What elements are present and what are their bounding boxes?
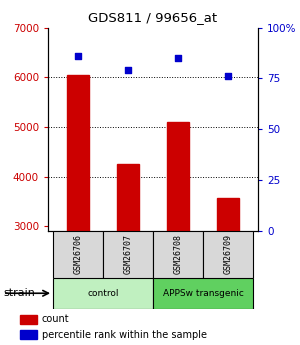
Bar (53, 231, 103, 278)
Point (126, 68, 130, 73)
Text: control: control (87, 289, 119, 298)
Bar (67, 75, 89, 231)
Bar (217, 198, 239, 231)
Point (76, 53, 80, 59)
Bar (103, 231, 153, 278)
Text: percentile rank within the sample: percentile rank within the sample (42, 330, 207, 340)
Text: GSM26707: GSM26707 (124, 235, 133, 274)
Point (176, 55, 180, 61)
Bar (203, 231, 253, 278)
Text: count: count (42, 314, 70, 324)
Text: APPSw transgenic: APPSw transgenic (163, 289, 243, 298)
Bar (153, 231, 203, 278)
Title: GDS811 / 99656_at: GDS811 / 99656_at (88, 11, 218, 24)
Text: GSM26708: GSM26708 (173, 235, 182, 274)
Bar (117, 164, 139, 231)
Bar (53, 278, 153, 309)
Bar (20, 315, 37, 324)
Text: GSM26706: GSM26706 (74, 235, 82, 274)
Point (226, 74, 230, 79)
Bar (20, 330, 37, 339)
Text: strain: strain (3, 288, 35, 298)
Text: GSM26709: GSM26709 (224, 235, 232, 274)
Bar (167, 122, 189, 231)
Bar (153, 278, 253, 309)
